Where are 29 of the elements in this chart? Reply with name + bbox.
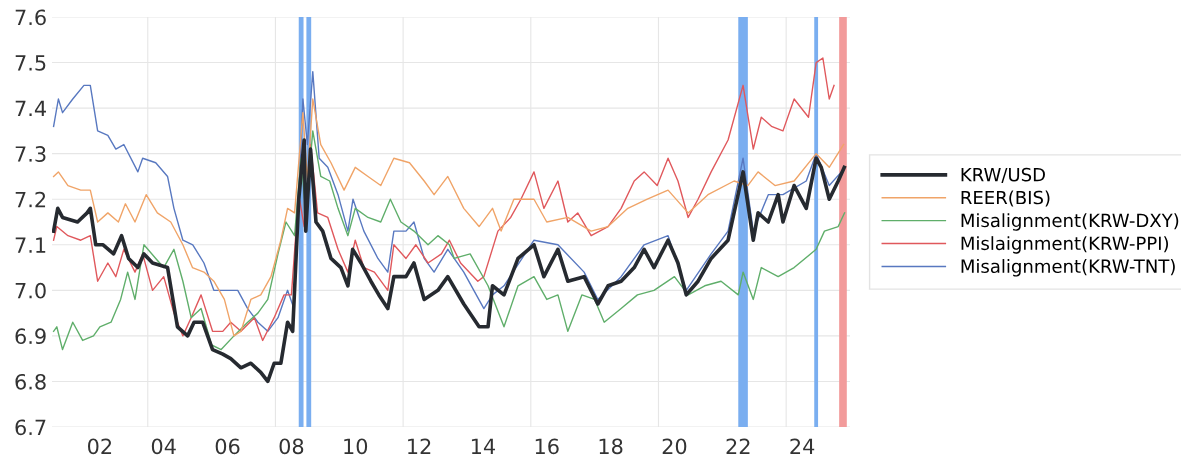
- legend-label: Mislaignment(KRW-PPI): [961, 236, 1169, 254]
- x-tick-label: 16: [535, 438, 559, 455]
- x-tick-label: 02: [88, 438, 112, 455]
- line-series: [52, 130, 846, 351]
- line-series: [52, 138, 847, 384]
- y-tick-label: 6.7: [15, 419, 46, 436]
- legend-label: Misalignment(KRW-TNT): [961, 259, 1175, 277]
- y-tick-label: 6.8: [15, 373, 46, 390]
- x-tick-label: 22: [726, 438, 750, 454]
- y-tick-label: 7.3: [15, 146, 46, 162]
- x-tick-label: 14: [471, 438, 496, 454]
- x-tick-label: 18: [599, 438, 623, 455]
- x-tick-label: 04: [151, 438, 176, 455]
- legend-label: KRW/USD: [961, 167, 1045, 183]
- x-tick-label: 08: [279, 438, 304, 455]
- y-tick-label: 6.9: [15, 328, 46, 345]
- x-tick-label: 24: [790, 438, 815, 454]
- x-tick-label: 20: [662, 438, 687, 455]
- y-tick-label: 7.4: [15, 100, 46, 117]
- y-tick-label: 7.0: [15, 282, 46, 299]
- y-tick-label: 7.6: [15, 9, 46, 26]
- legend-label: Misalignment(KRW-DXY): [961, 213, 1179, 231]
- x-tick-label: 10: [344, 438, 368, 455]
- x-tick-label: 06: [215, 438, 240, 455]
- y-tick-label: 7.2: [15, 191, 46, 208]
- y-tick-label: 7.5: [15, 55, 46, 71]
- legend-label: REER(BIS): [961, 190, 1050, 207]
- x-tick-label: 12: [408, 438, 431, 454]
- y-tick-label: 7.1: [15, 237, 46, 253]
